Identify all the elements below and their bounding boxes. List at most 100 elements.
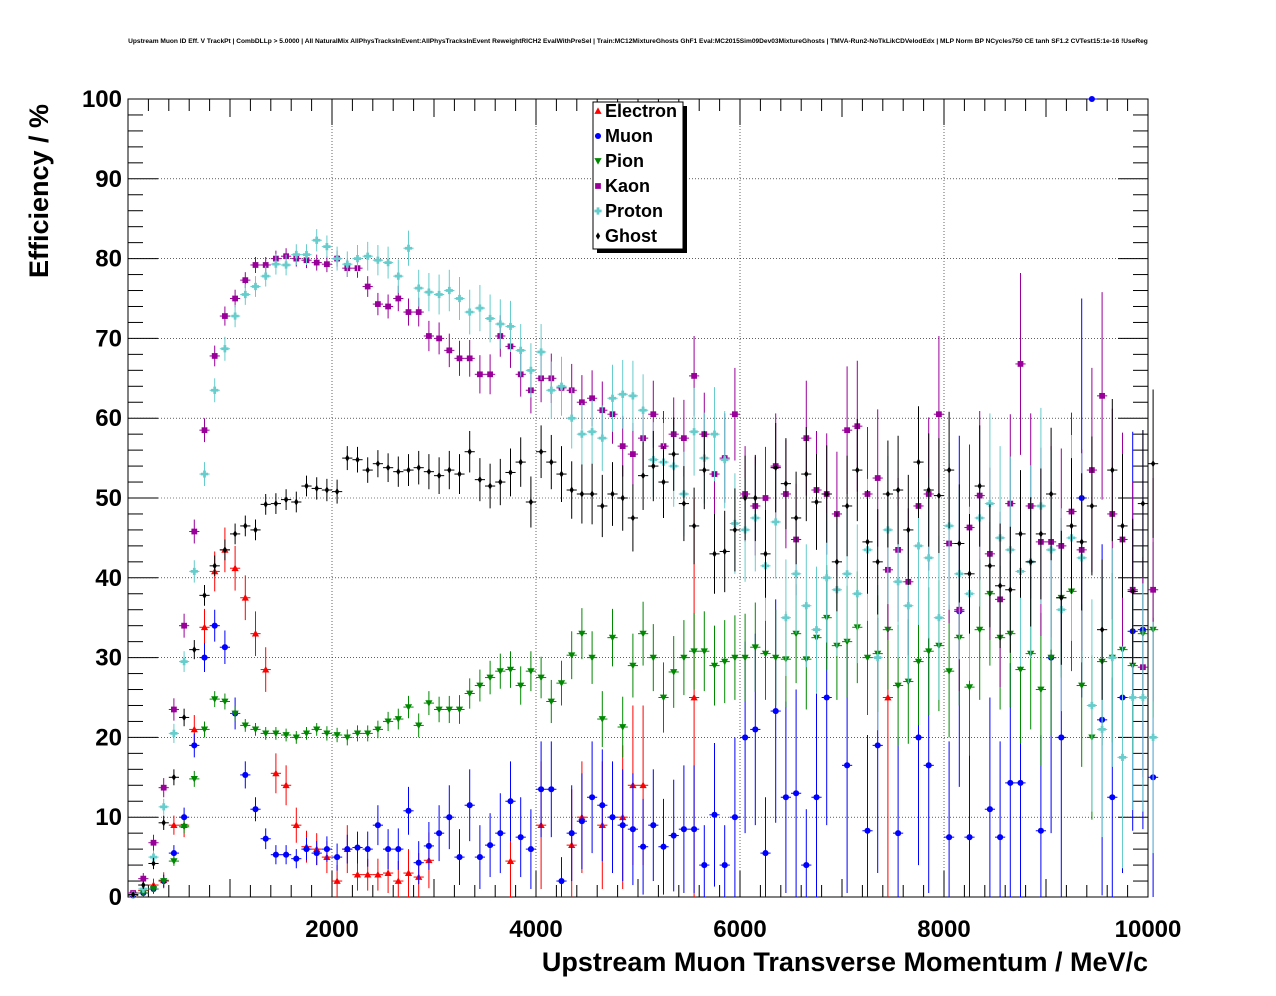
data-point [811, 454, 822, 550]
data-point [423, 454, 434, 490]
data-point [209, 555, 220, 577]
data-point [954, 484, 965, 603]
point-marker [557, 680, 566, 687]
point-marker [415, 309, 422, 315]
point-marker [324, 261, 330, 268]
point-marker [456, 854, 463, 861]
point-marker [1058, 734, 1065, 741]
data-point [342, 729, 353, 746]
data-point [321, 836, 332, 862]
point-marker [200, 623, 209, 631]
point-marker [578, 430, 586, 438]
point-marker [272, 730, 280, 738]
point-marker [527, 846, 534, 853]
point-marker [171, 706, 177, 713]
point-marker [651, 462, 656, 470]
data-point [199, 608, 210, 646]
data-point [413, 841, 424, 885]
point-marker [374, 822, 381, 829]
data-point [168, 769, 179, 786]
point-marker [681, 499, 687, 508]
point-marker [1110, 466, 1115, 474]
y-tick-label: 10 [95, 804, 122, 831]
data-point [709, 625, 720, 706]
point-marker [823, 694, 830, 701]
point-marker [731, 814, 738, 821]
data-point [434, 805, 445, 862]
point-marker [446, 347, 453, 354]
point-marker [323, 730, 331, 738]
point-marker [426, 468, 432, 476]
data-point [372, 805, 383, 846]
point-marker [773, 464, 778, 472]
data-point [658, 662, 669, 733]
point-marker [375, 301, 381, 307]
data-point [811, 693, 822, 897]
point-marker [231, 312, 239, 320]
point-marker [498, 478, 503, 486]
data-point [1086, 436, 1097, 576]
data-point [423, 821, 434, 870]
data-point [576, 464, 587, 524]
point-marker [313, 259, 320, 266]
data-point [536, 741, 547, 838]
data-point [291, 244, 302, 265]
data-point [689, 612, 700, 690]
data-point [587, 741, 598, 854]
data-point [372, 450, 383, 478]
point-marker [925, 762, 932, 769]
data-point [240, 761, 251, 789]
point-marker [946, 466, 952, 474]
point-marker [598, 434, 606, 442]
data-point [168, 856, 179, 866]
data-point [321, 478, 332, 502]
data-point [219, 630, 230, 664]
point-marker [568, 830, 575, 837]
data-point [362, 831, 373, 867]
point-marker [190, 776, 198, 783]
point-marker [406, 466, 411, 474]
point-marker [201, 427, 208, 434]
point-marker [823, 574, 831, 582]
data-point [270, 493, 281, 514]
data-point [556, 356, 567, 416]
data-point [352, 245, 363, 273]
point-marker [762, 495, 769, 501]
point-marker [314, 484, 319, 493]
legend-marker [594, 207, 602, 215]
data-point [556, 660, 567, 706]
y-tick-label: 100 [82, 86, 122, 113]
point-marker [527, 668, 535, 675]
point-marker [732, 411, 738, 418]
data-point [291, 491, 302, 513]
point-marker [508, 468, 513, 477]
data-point [1097, 559, 1108, 700]
point-marker [1129, 693, 1137, 702]
data-point [403, 695, 414, 719]
point-marker [640, 843, 647, 850]
point-marker [1088, 701, 1096, 710]
point-marker [272, 851, 279, 858]
data-point [332, 246, 343, 271]
data-point [332, 843, 343, 871]
point-marker [690, 648, 698, 655]
point-marker [1037, 686, 1045, 694]
data-point [454, 454, 465, 495]
point-marker [670, 669, 678, 676]
data-point [423, 691, 434, 716]
data-point [281, 489, 292, 510]
point-marker [1016, 666, 1025, 674]
data-point [729, 615, 740, 700]
data-point [801, 544, 812, 668]
data-point [597, 474, 608, 538]
point-marker [527, 366, 535, 374]
data-point [607, 608, 618, 667]
data-point [750, 454, 761, 542]
point-marker [506, 322, 515, 331]
point-marker [282, 261, 290, 269]
point-marker [630, 514, 636, 522]
data-point [352, 725, 363, 742]
data-point [250, 519, 261, 541]
data-point [627, 360, 638, 431]
data-point [434, 457, 445, 495]
